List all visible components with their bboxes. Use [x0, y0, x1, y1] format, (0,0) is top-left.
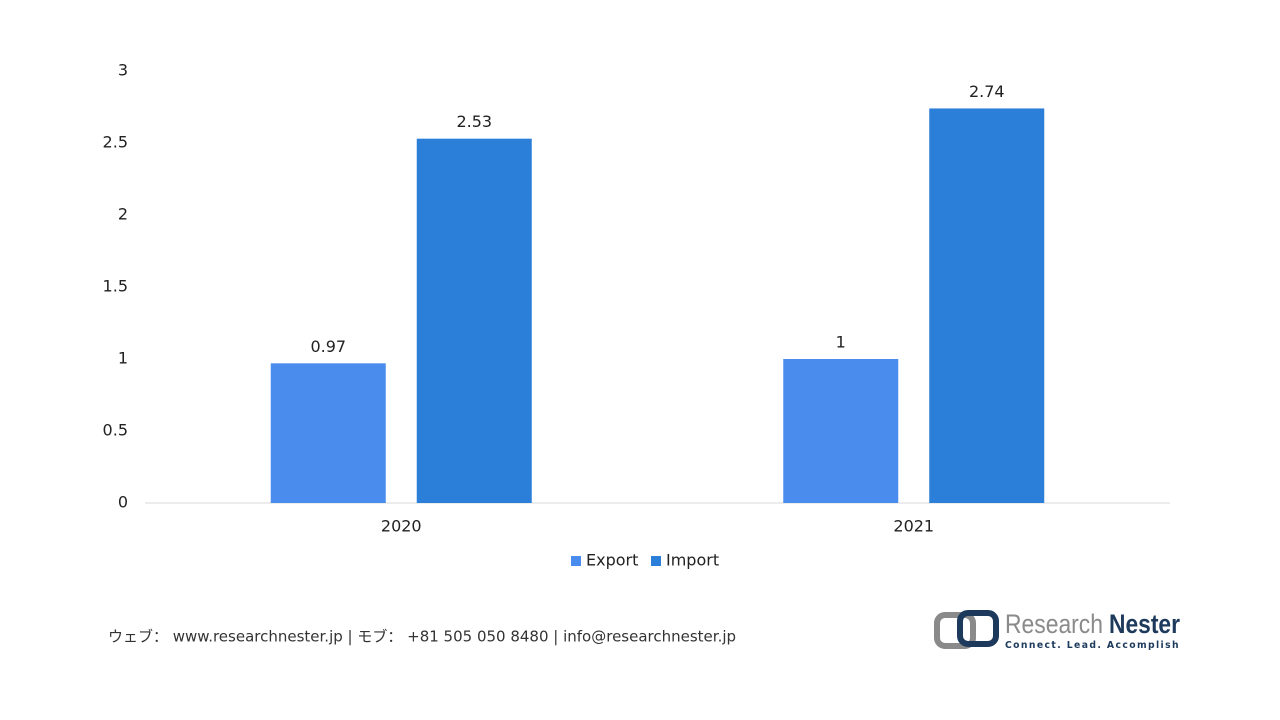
y-tick-label: 2 [118, 205, 128, 224]
x-tick-label: 2020 [381, 517, 422, 536]
y-tick-label: 1.5 [103, 277, 128, 296]
logo-icon [934, 612, 976, 649]
y-tick-label: 3 [118, 61, 128, 80]
bar [783, 359, 899, 503]
legend-swatch [651, 556, 661, 566]
bar [270, 363, 386, 503]
value-label: 2.74 [969, 82, 1005, 101]
value-label: 1 [836, 333, 846, 352]
footer-contact: ウェブ： www.researchnester.jp | モブ： +81 505… [108, 628, 736, 646]
bar [929, 108, 1045, 503]
y-tick-label: 0 [118, 493, 128, 512]
y-tick-label: 0.5 [103, 421, 128, 440]
y-tick-label: 1 [118, 349, 128, 368]
logo-name: Nester [1109, 609, 1180, 639]
legend-swatch [571, 556, 581, 566]
logo-icon [957, 610, 999, 647]
logo: Research Nester Connect. Lead. Accomplis… [934, 609, 1180, 651]
value-label: 2.53 [456, 112, 492, 131]
legend-label: Import [666, 551, 719, 570]
bar [416, 138, 532, 503]
y-tick-label: 2.5 [103, 133, 128, 152]
x-tick-label: 2021 [893, 517, 934, 536]
logo-name: Research [1005, 609, 1103, 639]
legend-label: Export [586, 551, 638, 570]
value-label: 0.97 [310, 337, 346, 356]
logo-tagline: Connect. Lead. Accomplish [1005, 640, 1180, 651]
